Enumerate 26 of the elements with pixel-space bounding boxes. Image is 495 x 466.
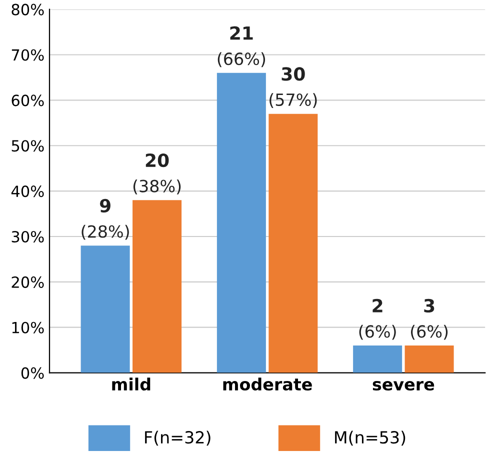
y-tick-label: 10%: [12, 322, 44, 334]
legend-label: M(n=53): [335, 430, 406, 446]
data-label: 30 (57%): [270, 67, 317, 108]
y-tick-label: 50%: [12, 140, 44, 152]
x-tick-label: severe: [372, 380, 434, 391]
y-tick-label: 0%: [21, 367, 44, 379]
data-label: 9 (28%): [82, 198, 129, 240]
y-tick-label: 20%: [12, 276, 44, 288]
y-tick-label: 40%: [11, 186, 44, 198]
x-tick-label: moderate: [223, 378, 312, 391]
bar: [404, 346, 454, 373]
y-tick-label: 80%: [12, 4, 44, 16]
bar: [132, 200, 182, 373]
legend-label: F(n=32): [145, 430, 210, 446]
y-tick-label: 70%: [12, 49, 44, 61]
bar: [268, 114, 318, 373]
y-tick-label: 30%: [12, 230, 44, 243]
data-label: 2 (6%): [359, 298, 396, 340]
y-tick-label: 60%: [12, 94, 44, 106]
bar: [216, 72, 266, 373]
data-label: 20 (38%): [133, 153, 181, 194]
x-tick-label: mild: [112, 378, 150, 391]
bar: [353, 346, 402, 373]
data-label: 21 (66%): [218, 26, 266, 68]
data-label: 3 (6%): [411, 298, 448, 340]
bar: [80, 246, 130, 373]
